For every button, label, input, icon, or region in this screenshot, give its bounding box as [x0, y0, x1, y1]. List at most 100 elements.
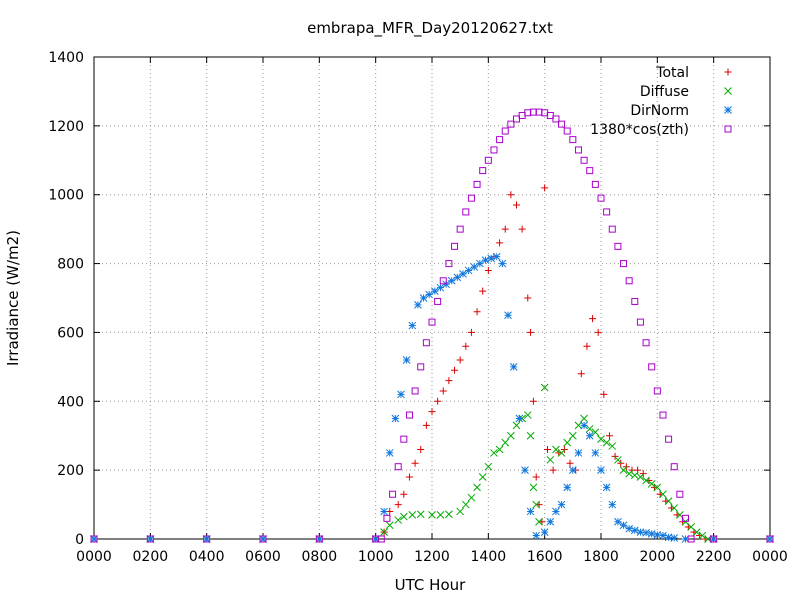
data-point	[568, 466, 577, 474]
data-point	[515, 414, 524, 423]
legend-label: Total	[655, 65, 689, 81]
data-point	[766, 535, 774, 543]
data-point	[557, 449, 566, 457]
data-point	[636, 318, 644, 326]
data-point	[447, 276, 456, 285]
data-point	[467, 194, 475, 202]
data-point	[625, 469, 634, 478]
data-point	[389, 490, 397, 498]
data-point	[594, 328, 602, 336]
data-point	[492, 252, 501, 261]
data-point	[501, 127, 509, 135]
data-point	[504, 311, 512, 320]
data-point	[496, 136, 504, 144]
legend-label: DirNorm	[630, 103, 689, 119]
x-tick-label: 0200	[133, 549, 169, 565]
data-point	[380, 528, 388, 536]
data-point	[558, 120, 566, 128]
data-point	[591, 449, 600, 457]
data-point	[709, 535, 718, 543]
data-point	[428, 318, 436, 326]
data-point	[90, 535, 98, 543]
data-point	[490, 449, 498, 457]
data-point	[203, 535, 211, 543]
data-point	[546, 455, 555, 464]
data-point	[436, 511, 445, 519]
data-point	[532, 500, 541, 509]
x-tick-label: 1200	[414, 549, 450, 565]
data-point	[681, 535, 690, 543]
data-point	[484, 156, 492, 164]
data-point	[636, 473, 645, 481]
data-point	[597, 466, 605, 474]
data-point	[647, 529, 656, 538]
data-point	[625, 524, 634, 533]
data-point	[540, 383, 549, 392]
data-point	[479, 167, 487, 175]
data-point	[619, 521, 628, 530]
data-point	[380, 507, 388, 516]
y-tick-label: 400	[57, 394, 84, 410]
data-point	[597, 435, 605, 444]
data-point	[445, 377, 453, 385]
data-point	[507, 191, 515, 199]
data-point	[408, 321, 417, 330]
data-point	[422, 421, 430, 429]
y-tick-label: 1400	[48, 50, 84, 66]
data-point	[315, 535, 323, 543]
data-point	[405, 411, 413, 419]
data-point	[400, 435, 408, 443]
data-point	[529, 483, 538, 492]
data-point	[692, 528, 701, 536]
data-point	[552, 115, 560, 123]
x-axis-label: UTC Hour	[395, 576, 466, 594]
data-point	[459, 270, 467, 278]
data-point	[436, 283, 445, 292]
data-point	[527, 328, 535, 336]
y-tick-label: 1200	[48, 119, 84, 135]
data-point	[619, 466, 628, 474]
data-point	[425, 290, 434, 299]
data-point	[385, 449, 394, 457]
data-point	[659, 531, 667, 540]
data-point	[90, 535, 98, 543]
data-point	[580, 156, 588, 164]
x-tick-label: 1000	[358, 549, 394, 565]
data-point	[664, 533, 673, 542]
legend: Total Diffuse DirNorm 1380*cos(zth)	[590, 65, 732, 138]
y-tick-label: 800	[57, 257, 84, 273]
data-point	[405, 473, 413, 481]
data-point	[563, 483, 572, 492]
data-point	[496, 239, 504, 247]
chart-title: embrapa_MFR_Day20120627.txt	[307, 19, 553, 38]
data-point	[402, 356, 411, 364]
data-point	[397, 390, 405, 399]
data-point	[411, 459, 419, 467]
data-point	[467, 328, 475, 336]
x-tick-label: 1800	[583, 549, 619, 565]
data-point	[602, 438, 611, 447]
data-point	[585, 424, 594, 433]
data-point	[636, 528, 645, 536]
data-point	[552, 507, 560, 516]
data-point	[473, 483, 481, 492]
data-point	[583, 342, 591, 350]
data-point	[521, 466, 529, 474]
data-point	[445, 510, 453, 519]
data-point	[484, 462, 493, 471]
grid-lines	[94, 57, 770, 539]
data-point	[591, 428, 600, 437]
data-point	[648, 363, 656, 371]
legend-label: 1380*cos(zth)	[590, 122, 689, 138]
data-point	[698, 531, 707, 540]
y-tick-label: 200	[57, 463, 84, 479]
data-point	[642, 339, 650, 347]
data-point	[631, 297, 639, 305]
x-tick-label: 0400	[189, 549, 225, 565]
data-point	[620, 260, 628, 268]
data-point	[625, 277, 633, 285]
data-point	[202, 535, 211, 543]
data-point	[408, 511, 417, 519]
